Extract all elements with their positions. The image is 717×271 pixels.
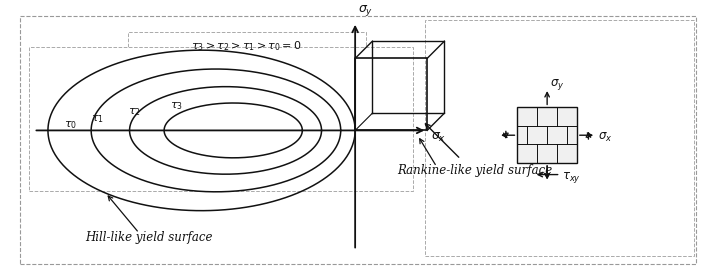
Text: Rankine-like yield surface: Rankine-like yield surface bbox=[397, 164, 553, 177]
Text: $\tau_1$: $\tau_1$ bbox=[91, 113, 104, 125]
Text: $\tau_2$: $\tau_2$ bbox=[128, 106, 141, 118]
Bar bbox=[425, 20, 694, 256]
Bar bbox=[128, 31, 366, 60]
Text: $\sigma_y$: $\sigma_y$ bbox=[550, 77, 564, 92]
Text: $\sigma_y$: $\sigma_y$ bbox=[358, 3, 374, 18]
Text: $\tau_{xy}$: $\tau_{xy}$ bbox=[563, 170, 581, 185]
Text: $\sigma_x$: $\sigma_x$ bbox=[431, 131, 446, 144]
Bar bbox=[518, 107, 577, 163]
Text: $\tau_3 > \tau_2 > \tau_1 > \tau_0 = 0$: $\tau_3 > \tau_2 > \tau_1 > \tau_0 = 0$ bbox=[191, 39, 302, 53]
Text: $\tau_3$: $\tau_3$ bbox=[170, 100, 183, 112]
Text: Hill-like yield surface: Hill-like yield surface bbox=[85, 231, 212, 244]
Text: $\tau_0$: $\tau_0$ bbox=[65, 120, 77, 131]
Bar bbox=[29, 47, 413, 191]
Text: $\sigma_x$: $\sigma_x$ bbox=[598, 131, 612, 144]
